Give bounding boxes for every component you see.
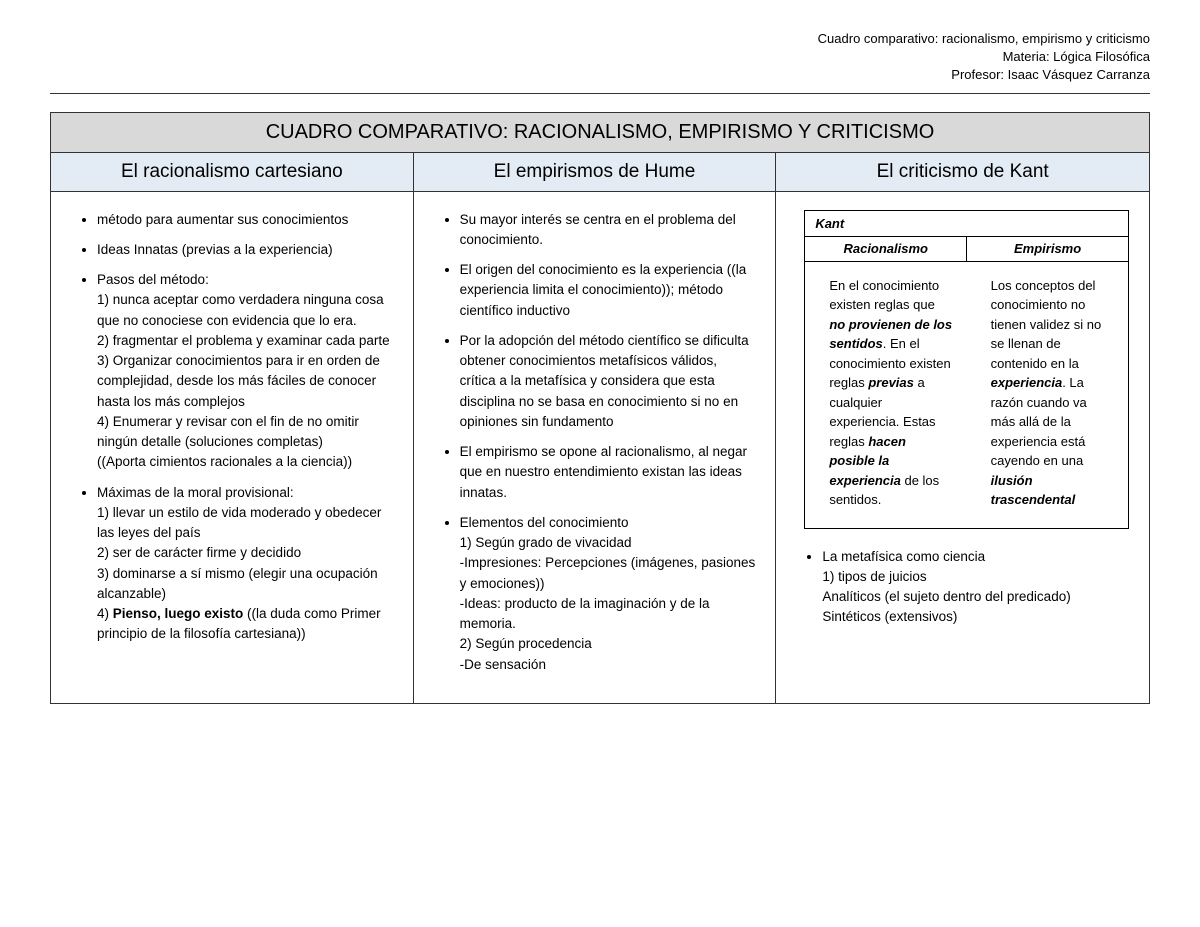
list-item: El empirismo se opone al racionalismo, a…	[460, 442, 756, 503]
kant-left-cell: En el conocimiento existen reglas que no…	[805, 262, 966, 528]
text: Analíticos (el sujeto dentro del predica…	[822, 587, 1129, 607]
list-item: Elementos del conocimiento 1) Según grad…	[460, 513, 756, 675]
kant-col-empirismo: Empirismo	[967, 237, 1128, 261]
col-racionalismo: método para aumentar sus conocimientos I…	[51, 191, 414, 703]
header-line-1: Cuadro comparativo: racionalismo, empiri…	[50, 30, 1150, 48]
kant-right-cell: Los conceptos del conocimiento no tienen…	[967, 262, 1128, 528]
text: 4) Enumerar y revisar con el fin de no o…	[97, 412, 393, 453]
col-criticismo: Kant Racionalismo Empirismo En el conoci…	[776, 191, 1150, 703]
list-item: Su mayor interés se centra en el problem…	[460, 210, 756, 251]
text: 3) Organizar conocimientos para ir en or…	[97, 351, 393, 412]
list-item: Por la adopción del método científico se…	[460, 331, 756, 432]
list-item: Pasos del método: 1) nunca aceptar como …	[97, 270, 393, 473]
list-item: Máximas de la moral provisional: 1) llev…	[97, 483, 393, 645]
text: Máximas de la moral provisional:	[97, 485, 294, 500]
list-item: Ideas Innatas (previas a la experiencia)	[97, 240, 393, 260]
comparison-table: CUADRO COMPARATIVO: RACIONALISMO, EMPIRI…	[50, 112, 1150, 704]
col-head-criticismo: El criticismo de Kant	[776, 152, 1150, 191]
text: 1) tipos de juicios	[822, 567, 1129, 587]
col-head-racionalismo: El racionalismo cartesiano	[51, 152, 414, 191]
kant-col-racionalismo: Racionalismo	[805, 237, 967, 261]
text: 1) nunca aceptar como verdadera ninguna …	[97, 290, 393, 331]
text: 2) Según procedencia	[460, 634, 756, 654]
text: -Ideas: producto de la imaginación y de …	[460, 594, 756, 635]
text: ((Aporta cimientos racionales a la cienc…	[97, 452, 393, 472]
text: 3) dominarse a sí mismo (elegir una ocup…	[97, 564, 393, 605]
list-item: El origen del conocimiento es la experie…	[460, 260, 756, 321]
text: -Impresiones: Percepciones (imágenes, pa…	[460, 553, 756, 594]
list-item: La metafísica como ciencia 1) tipos de j…	[822, 547, 1129, 628]
kant-title: Kant	[805, 211, 1128, 238]
header-line-3: Profesor: Isaac Vásquez Carranza	[50, 66, 1150, 84]
col-head-empirismo: El empirismos de Hume	[413, 152, 776, 191]
text: Elementos del conocimiento	[460, 515, 629, 530]
col-empirismo: Su mayor interés se centra en el problem…	[413, 191, 776, 703]
text: 2) ser de carácter firme y decidido	[97, 543, 393, 563]
text: 1) llevar un estilo de vida moderado y o…	[97, 503, 393, 544]
text: Sintéticos (extensivos)	[822, 607, 1129, 627]
text: Pasos del método:	[97, 272, 209, 287]
text: -De sensación	[460, 655, 756, 675]
table-title: CUADRO COMPARATIVO: RACIONALISMO, EMPIRI…	[51, 112, 1150, 152]
text: 2) fragmentar el problema y examinar cad…	[97, 331, 393, 351]
text: 1) Según grado de vivacidad	[460, 533, 756, 553]
header-line-2: Materia: Lógica Filosófica	[50, 48, 1150, 66]
list-item: método para aumentar sus conocimientos	[97, 210, 393, 230]
kant-subtable: Kant Racionalismo Empirismo En el conoci…	[804, 210, 1129, 529]
text: La metafísica como ciencia	[822, 549, 985, 564]
divider	[50, 93, 1150, 94]
doc-header: Cuadro comparativo: racionalismo, empiri…	[50, 30, 1150, 85]
text: 4) Pienso, luego existo ((la duda como P…	[97, 604, 393, 645]
